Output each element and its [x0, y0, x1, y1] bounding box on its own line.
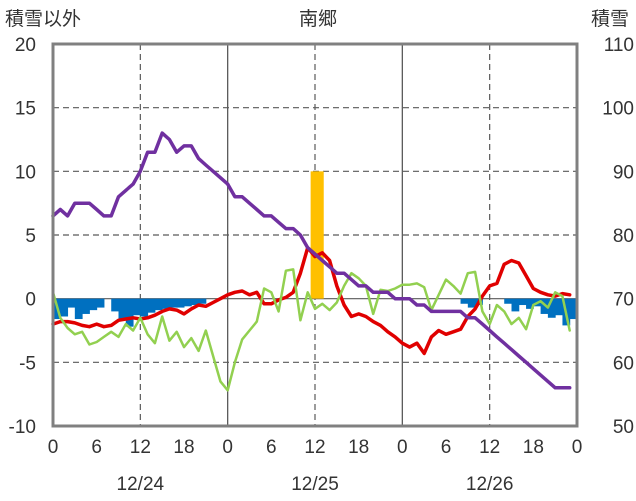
x-tick-label: 6: [441, 437, 452, 458]
x-tick-label: 18: [523, 437, 544, 458]
blue-bar: [569, 298, 578, 320]
x-tick-label: 6: [91, 437, 102, 458]
x-tick-label: 12: [304, 437, 325, 458]
right-tick-label: 50: [613, 417, 634, 438]
date-tick-label: 12/25: [291, 474, 339, 495]
right-tick-label: 80: [613, 226, 634, 247]
left-tick-label: 20: [15, 35, 36, 56]
left-tick-label: 5: [25, 226, 36, 247]
blue-bar: [504, 298, 512, 304]
x-tick-label: 0: [572, 437, 583, 458]
right-tick-label: 60: [613, 353, 634, 374]
blue-bar: [511, 298, 520, 312]
x-tick-label: 18: [173, 437, 194, 458]
blue-bar: [118, 298, 127, 320]
x-tick-label: 0: [397, 437, 408, 458]
left-tick-label: -10: [9, 417, 36, 438]
plot-frame: [51, 42, 579, 428]
purple-series-line: [51, 131, 572, 390]
blue-bar: [555, 298, 563, 316]
blue-bar: [111, 298, 119, 312]
blue-bar: [96, 298, 105, 308]
blue-bar: [198, 298, 207, 304]
x-tick-label: 18: [348, 437, 369, 458]
blue-bar: [154, 298, 163, 311]
date-tick-labels: 12/24 12/25 12/26: [117, 474, 514, 495]
blue-bar: [89, 298, 98, 311]
blue-bar: [191, 298, 200, 306]
right-tick-label: 110: [604, 35, 634, 56]
blue-bar: [82, 298, 90, 314]
x-tick-labels: 0 6 12 18 0 6 12 18 0 6 12 18 0: [48, 437, 583, 458]
x-tick-label: 12: [479, 437, 500, 458]
blue-bar: [176, 298, 185, 308]
chart-title: 南郷: [299, 8, 337, 30]
date-tick-label: 12/24: [117, 474, 165, 495]
blue-bar: [467, 298, 476, 308]
left-tick-label: -5: [19, 353, 36, 374]
blue-bar: [518, 298, 527, 306]
x-tick-label: 0: [222, 437, 233, 458]
date-tick-label: 12/26: [466, 474, 514, 495]
right-tick-label: 90: [613, 162, 634, 183]
right-tick-label: 100: [602, 99, 634, 120]
left-axis-label: 積雪以外: [5, 8, 81, 30]
blue-bar: [460, 298, 469, 304]
right-tick-labels: 110 100 90 80 70 60 50: [602, 35, 634, 438]
blue-bar: [133, 298, 141, 316]
series-lines: [51, 131, 572, 392]
x-tick-label: 6: [266, 437, 277, 458]
blue-bar: [74, 298, 83, 320]
green-series-line: [51, 268, 571, 392]
left-tick-label: 15: [15, 99, 36, 120]
blue-bar: [526, 298, 534, 309]
blue-bar: [547, 298, 556, 318]
blue-bar: [184, 298, 192, 307]
left-tick-labels: 20 15 10 5 0 -5 -10: [9, 35, 36, 438]
blue-bar: [60, 298, 69, 317]
blue-bar: [125, 298, 134, 327]
x-tick-label: 12: [130, 437, 151, 458]
blue-bar: [140, 298, 149, 317]
blue-bar: [162, 298, 170, 309]
blue-bar: [147, 298, 156, 313]
blue-bar: [67, 298, 76, 308]
blue-bar: [540, 298, 549, 314]
right-tick-label: 70: [613, 290, 634, 311]
bars: [53, 171, 578, 327]
left-tick-label: 10: [15, 162, 36, 183]
right-axis-label: 積雪: [591, 8, 629, 30]
orange-bar: [310, 171, 324, 299]
x-tick-label: 0: [48, 437, 59, 458]
left-tick-label: 0: [25, 290, 36, 311]
blue-bar: [169, 298, 178, 308]
